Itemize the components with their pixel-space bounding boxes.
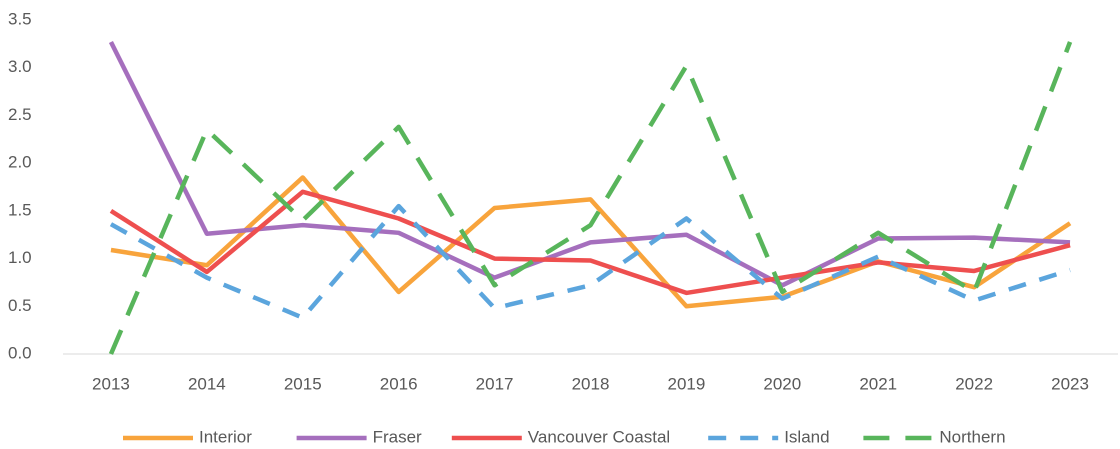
line-series (109, 189, 1071, 296)
x-tick-label: 2014 (188, 374, 226, 393)
legend-label: Fraser (373, 427, 422, 446)
y-tick-label: 3.0 (8, 57, 32, 76)
x-tick-label: 2018 (572, 374, 610, 393)
line-series (110, 175, 1072, 309)
x-tick-label: 2020 (763, 374, 801, 393)
line-series (108, 40, 1071, 288)
y-tick-label: 0.5 (8, 296, 32, 315)
y-tick-label: 3.5 (8, 9, 32, 28)
x-tick-label: 2016 (380, 374, 418, 393)
x-tick-label: 2023 (1051, 374, 1089, 393)
line-series (108, 41, 1073, 355)
legend-label: Interior (199, 427, 252, 446)
x-tick-label: 2022 (955, 374, 993, 393)
y-tick-label: 1.5 (8, 200, 32, 219)
legend-label: Vancouver Coastal (528, 427, 670, 446)
y-tick-label: 2.5 (8, 105, 32, 124)
x-tick-label: 2021 (859, 374, 897, 393)
x-tick-label: 2019 (667, 374, 705, 393)
x-tick-label: 2017 (476, 374, 514, 393)
x-tick-label: 2013 (92, 374, 130, 393)
x-tick-label: 2015 (284, 374, 322, 393)
y-tick-label: 1.0 (8, 248, 32, 267)
legend-label: Island (784, 427, 829, 446)
legend-label: Northern (939, 427, 1005, 446)
y-tick-label: 2.0 (8, 153, 32, 172)
y-tick-label: 0.0 (8, 343, 32, 362)
